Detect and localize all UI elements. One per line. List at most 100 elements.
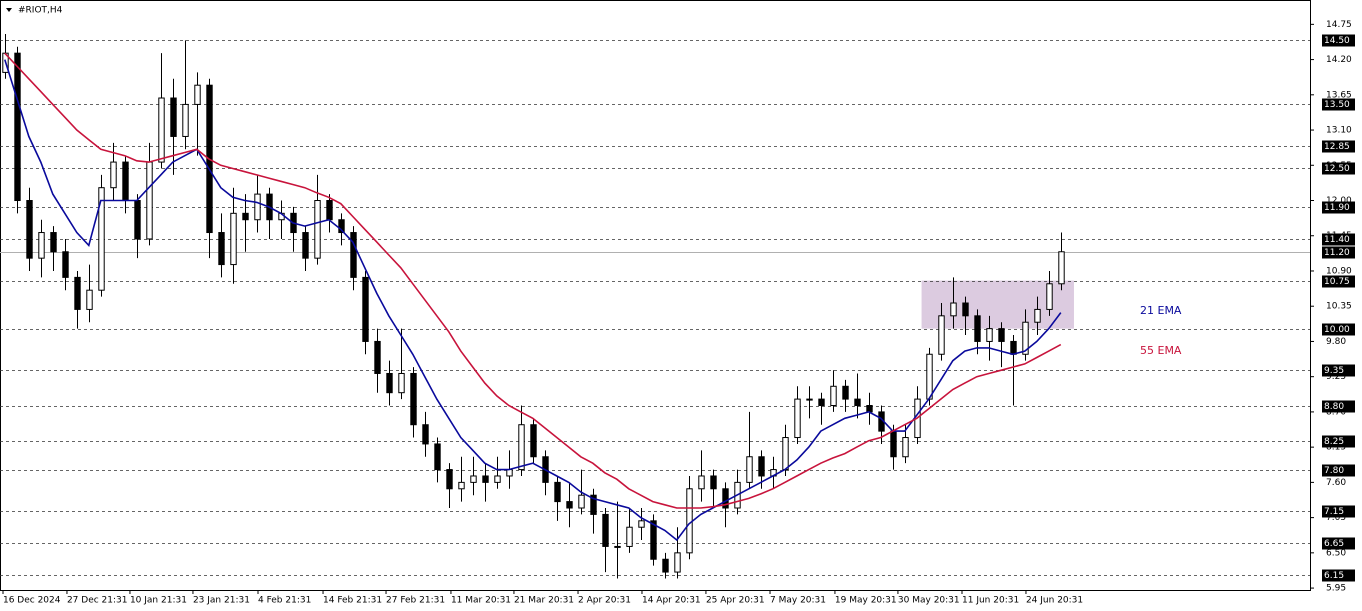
candle-body <box>254 193 261 221</box>
candle-body <box>530 424 537 458</box>
level-label: 6.15 <box>1324 571 1344 581</box>
legend-label: 55 EMA <box>1140 344 1182 357</box>
candle-body <box>698 475 705 490</box>
chart-title: #RIOT,H4 <box>18 6 63 16</box>
candle-body <box>38 232 45 259</box>
level-label: 11.90 <box>1324 203 1350 213</box>
menu-triangle <box>6 8 12 12</box>
candle-body <box>434 443 441 471</box>
candle-body <box>122 161 129 202</box>
x-tick-label: 21 Mar 20:31 <box>514 596 574 606</box>
y-tick-label: 14.20 <box>1326 55 1352 65</box>
level-label-box <box>1322 464 1355 477</box>
candle-body <box>50 232 57 253</box>
candle-body <box>566 501 573 509</box>
candle-body <box>386 372 393 394</box>
candle-body <box>626 526 633 547</box>
y-tick-label: 5.95 <box>1326 584 1346 594</box>
candle-body <box>86 289 93 310</box>
level-label: 8.25 <box>1324 437 1344 447</box>
candle-body <box>830 385 837 407</box>
candle-body <box>650 520 657 560</box>
y-tick-label: 7.05 <box>1326 513 1346 523</box>
candle-body <box>842 385 849 400</box>
x-tick-label: 23 Jan 21:31 <box>193 596 250 606</box>
level-label-box <box>1322 364 1355 377</box>
legend-label: 21 EMA <box>1140 304 1182 317</box>
x-tick-label: 11 Jun 20:31 <box>962 596 1019 606</box>
candle-body <box>446 469 453 490</box>
y-tick-label: 13.10 <box>1326 126 1352 136</box>
candle-body <box>722 488 729 509</box>
candle-body <box>1046 283 1053 310</box>
candle-body <box>974 315 981 342</box>
level-label: 12.85 <box>1324 142 1350 152</box>
y-tick-label: 8.15 <box>1326 443 1346 453</box>
candle-body <box>134 200 141 240</box>
candle-body <box>794 398 801 439</box>
x-tick-label: 14 Apr 20:31 <box>642 596 701 606</box>
x-tick-label: 16 Dec 2024 <box>3 596 61 606</box>
candle-body <box>950 302 957 317</box>
candle-body <box>518 424 525 471</box>
candle-body <box>110 161 117 189</box>
candle-body <box>182 103 189 137</box>
candle-body <box>1022 321 1029 355</box>
candle-body <box>302 232 309 259</box>
level-label-box <box>1322 34 1355 47</box>
y-tick-label: 6.50 <box>1326 548 1346 558</box>
level-label-box <box>1322 233 1355 246</box>
level-label: 7.15 <box>1324 507 1344 517</box>
x-tick-label: 10 Jan 21:31 <box>130 596 187 606</box>
level-label: 8.80 <box>1324 402 1344 412</box>
candle-body <box>398 372 405 394</box>
candle-body <box>938 315 945 355</box>
candle-body <box>806 398 813 401</box>
candle-body <box>578 494 585 509</box>
candle-body <box>890 430 897 458</box>
candle-body <box>710 475 717 490</box>
candle-body <box>230 212 237 266</box>
candle-body <box>614 545 621 548</box>
candle-body <box>14 52 21 202</box>
plot-frame <box>0 0 1311 591</box>
level-label-box <box>1322 435 1355 448</box>
candle-body <box>242 212 249 221</box>
level-label-box <box>1322 275 1355 288</box>
candle-body <box>782 437 789 471</box>
candle-body <box>998 328 1005 342</box>
candle-body <box>158 97 165 163</box>
level-label-box <box>1322 162 1355 175</box>
candle-body <box>374 340 381 374</box>
x-tick-label: 4 Feb 21:31 <box>258 596 311 606</box>
x-tick-label: 24 Jun 20:31 <box>1026 596 1083 606</box>
y-tick-label: 12.00 <box>1326 196 1352 206</box>
candle-body <box>818 398 825 407</box>
candle-body <box>218 232 225 266</box>
candle-body <box>74 276 81 310</box>
candle-body <box>62 251 69 278</box>
ema-line <box>4 59 1062 542</box>
candle-body <box>422 424 429 445</box>
level-label: 9.35 <box>1324 366 1344 376</box>
candle-body <box>746 456 753 483</box>
current-price-box <box>1322 246 1355 259</box>
candle-body <box>458 481 465 490</box>
candle-body <box>194 84 201 105</box>
level-label: 14.50 <box>1324 36 1350 46</box>
candle-body <box>482 475 489 483</box>
level-label: 6.65 <box>1324 539 1344 549</box>
candle-body <box>314 200 321 259</box>
candle-body <box>494 475 501 483</box>
candle-body <box>26 200 33 259</box>
candle-body <box>758 456 765 477</box>
level-label: 10.75 <box>1324 277 1350 287</box>
y-tick-label: 7.60 <box>1326 478 1346 488</box>
y-tick-label: 9.80 <box>1326 337 1346 347</box>
x-tick-label: 7 May 20:31 <box>770 596 826 606</box>
candle-body <box>962 302 969 317</box>
candle-body <box>854 398 861 407</box>
candle-body <box>506 469 513 477</box>
x-tick-label: 14 Feb 21:31 <box>323 596 382 606</box>
